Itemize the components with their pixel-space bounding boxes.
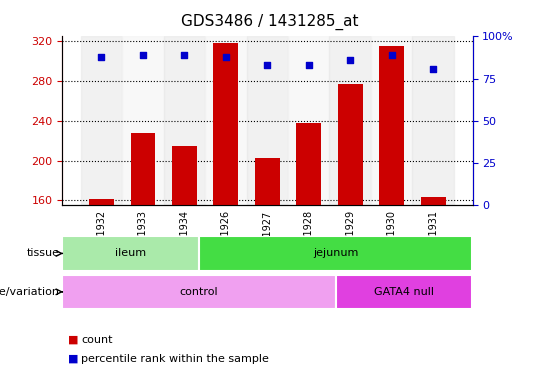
Text: ileum: ileum: [115, 248, 146, 258]
Bar: [89, 199, 114, 205]
Bar: [122, 36, 164, 205]
Point: [139, 52, 147, 58]
Bar: [62, 236, 199, 271]
Text: ■: ■: [68, 354, 78, 364]
Bar: [371, 36, 413, 205]
Text: percentile rank within the sample: percentile rank within the sample: [81, 354, 269, 364]
Bar: [338, 84, 363, 205]
Bar: [62, 275, 336, 309]
Bar: [413, 36, 454, 205]
Bar: [131, 133, 156, 205]
Point: [97, 54, 106, 60]
Bar: [164, 36, 205, 205]
Point: [180, 52, 188, 58]
Text: genotype/variation: genotype/variation: [0, 287, 59, 297]
Text: jejunum: jejunum: [313, 248, 359, 258]
Point: [305, 62, 313, 68]
Point: [429, 66, 437, 72]
Bar: [199, 236, 472, 271]
Point: [346, 57, 355, 63]
Point: [221, 54, 230, 60]
Bar: [336, 275, 472, 309]
Bar: [296, 123, 321, 205]
Bar: [329, 36, 371, 205]
Bar: [379, 46, 404, 205]
Text: GDS3486 / 1431285_at: GDS3486 / 1431285_at: [181, 13, 359, 30]
Bar: [255, 158, 280, 205]
Bar: [213, 43, 238, 205]
Text: control: control: [180, 287, 218, 297]
Bar: [288, 36, 329, 205]
Bar: [247, 36, 288, 205]
Text: count: count: [81, 335, 112, 345]
Point: [263, 62, 272, 68]
Bar: [205, 36, 247, 205]
Text: ■: ■: [68, 335, 78, 345]
Bar: [172, 146, 197, 205]
Bar: [81, 36, 122, 205]
Text: tissue: tissue: [26, 248, 59, 258]
Text: GATA4 null: GATA4 null: [374, 287, 434, 297]
Point: [387, 52, 396, 58]
Bar: [421, 197, 446, 205]
